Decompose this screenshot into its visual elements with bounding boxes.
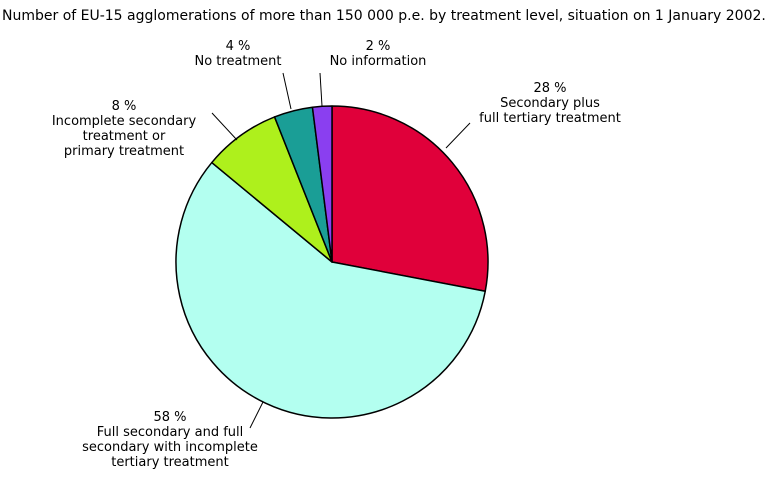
slice-percent-label: 2 % xyxy=(366,39,391,54)
leader-line-4 xyxy=(319,72,323,107)
slice-label-4: 2 % No information xyxy=(330,39,427,69)
slice-text-line: No treatment xyxy=(194,54,281,69)
slice-text-line: Full secondary and full xyxy=(97,425,244,440)
slice-text-line: treatment or xyxy=(83,129,166,144)
slice-percent-label: 28 % xyxy=(533,81,566,96)
leader-line-1 xyxy=(249,401,264,429)
leader-line-2 xyxy=(211,112,238,141)
pie-slice-1 xyxy=(175,161,486,419)
slice-text-line: No information xyxy=(330,54,427,69)
slice-percent-label: 58 % xyxy=(153,410,186,425)
chart-title: Number of EU-15 agglomerations of more t… xyxy=(2,8,766,24)
slice-label-0: 28 % Secondary plus full tertiary treatmen… xyxy=(479,81,621,126)
leader-lines xyxy=(211,72,471,429)
pie-slice-4 xyxy=(311,105,333,263)
slice-text-line: full tertiary treatment xyxy=(479,111,621,126)
slice-labels: 28 % Secondary plus full tertiary treatmen… xyxy=(52,39,621,470)
slice-text-line: Incomplete secondary xyxy=(52,114,197,129)
pie-slices xyxy=(175,105,489,419)
slice-label-3: 4 % No treatment xyxy=(194,39,281,69)
slice-label-1: 58 % Full secondary and full secondary wit… xyxy=(82,410,258,470)
slice-percent-label: 8 % xyxy=(112,99,137,114)
slice-text-line: Secondary plus xyxy=(500,96,600,111)
slice-text-line: secondary with incomplete xyxy=(82,440,258,455)
slice-percent-label: 4 % xyxy=(226,39,251,54)
leader-line-0 xyxy=(445,122,471,149)
slice-text-line: primary treatment xyxy=(64,144,184,159)
slice-label-2: 8 % Incomplete secondary treatment or prima… xyxy=(52,99,197,159)
leader-line-3 xyxy=(282,72,292,110)
slice-text-line: tertiary treatment xyxy=(111,455,229,470)
pie-slice-0 xyxy=(331,105,489,292)
